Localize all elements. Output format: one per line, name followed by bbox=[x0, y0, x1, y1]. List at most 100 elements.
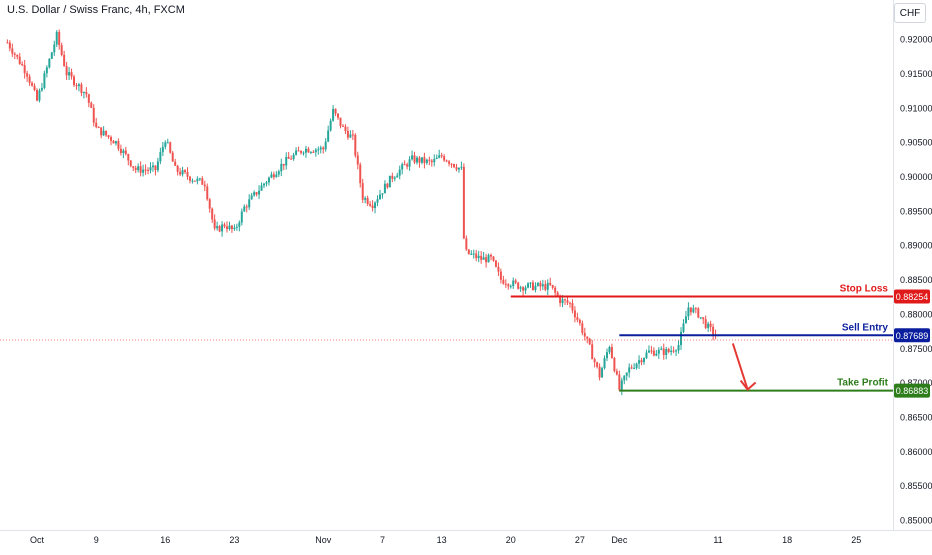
candle-body bbox=[641, 360, 643, 362]
candle-body bbox=[460, 167, 462, 168]
price-tick-label: 0.86000 bbox=[900, 447, 932, 457]
candle-body bbox=[443, 156, 445, 160]
candle-body bbox=[678, 345, 680, 351]
candle-body bbox=[608, 347, 610, 352]
candle-body bbox=[125, 150, 127, 154]
candle-body bbox=[169, 142, 171, 152]
candle-body bbox=[300, 151, 302, 153]
candle-body bbox=[61, 45, 63, 55]
candle-body bbox=[621, 380, 623, 389]
candle-body bbox=[379, 195, 381, 200]
candle-body bbox=[122, 150, 124, 153]
candle-body bbox=[216, 226, 218, 228]
candle-body bbox=[594, 359, 596, 362]
candle-body bbox=[712, 327, 714, 335]
candle-body bbox=[692, 308, 694, 312]
candle-body bbox=[330, 121, 332, 131]
candle-body bbox=[451, 164, 453, 165]
candle-body bbox=[505, 284, 507, 285]
time-tick-label: 9 bbox=[94, 535, 99, 545]
candle-body bbox=[103, 131, 105, 135]
candle-body bbox=[236, 227, 238, 228]
candle-body bbox=[364, 198, 366, 200]
candle-body bbox=[438, 155, 440, 158]
candle-body bbox=[357, 156, 359, 165]
candle-body bbox=[416, 158, 418, 163]
candle-body bbox=[152, 166, 154, 168]
candle-body bbox=[130, 160, 132, 166]
candle-body bbox=[120, 149, 122, 153]
candle-body bbox=[377, 199, 379, 202]
candle-body bbox=[604, 358, 606, 368]
price-tick-label: 0.91500 bbox=[900, 69, 932, 79]
candle-body bbox=[446, 160, 448, 161]
candle-body bbox=[243, 206, 245, 211]
candle-body bbox=[670, 351, 672, 352]
candle-body bbox=[374, 203, 376, 208]
candle-body bbox=[470, 254, 472, 255]
candle-body bbox=[697, 308, 699, 317]
candle-body bbox=[312, 152, 314, 153]
candle-body bbox=[263, 184, 265, 186]
candle-body bbox=[248, 199, 250, 207]
candle-body bbox=[601, 368, 603, 377]
candle-body bbox=[562, 299, 564, 303]
candle-body bbox=[93, 108, 95, 123]
candle-body bbox=[441, 155, 443, 156]
candle-body bbox=[465, 238, 467, 249]
candle-body bbox=[187, 172, 189, 177]
candle-body bbox=[665, 349, 667, 355]
candle-body bbox=[75, 85, 77, 86]
time-tick-label: 25 bbox=[851, 535, 861, 545]
candle-body bbox=[214, 219, 216, 228]
candle-body bbox=[191, 181, 193, 182]
candle-body bbox=[411, 155, 413, 159]
candle-body bbox=[117, 141, 119, 149]
candle-body bbox=[307, 149, 309, 153]
price-axis[interactable]: 0.920000.915000.910000.905000.900000.895… bbox=[894, 0, 932, 530]
candle-body bbox=[497, 267, 499, 272]
candle-body bbox=[539, 283, 541, 286]
candle-body bbox=[362, 183, 364, 200]
candle-body bbox=[623, 376, 625, 381]
candle-body bbox=[34, 86, 36, 90]
candle-body bbox=[110, 137, 112, 141]
candle-body bbox=[83, 92, 85, 93]
candle-body bbox=[56, 32, 58, 45]
candle-body bbox=[633, 368, 635, 369]
candle-body bbox=[596, 362, 598, 367]
take-profit-price-tag-text: 0.86883 bbox=[896, 386, 929, 396]
candle-body bbox=[384, 184, 386, 193]
time-tick-label: Dec bbox=[611, 535, 628, 545]
candle-body bbox=[394, 177, 396, 178]
candle-body bbox=[270, 174, 272, 177]
candle-body bbox=[231, 226, 233, 229]
candle-body bbox=[480, 256, 482, 260]
candle-body bbox=[88, 94, 90, 102]
time-tick-label: Oct bbox=[30, 535, 45, 545]
candle-body bbox=[680, 332, 682, 345]
candle-body bbox=[396, 176, 398, 178]
currency-button[interactable]: CHF bbox=[894, 3, 926, 23]
candle-body bbox=[591, 344, 593, 359]
price-tick-label: 0.92000 bbox=[900, 35, 932, 45]
candle-body bbox=[305, 149, 307, 153]
candle-body bbox=[68, 72, 70, 75]
candle-body bbox=[611, 347, 613, 358]
candle-body bbox=[137, 166, 139, 170]
candle-body bbox=[359, 165, 361, 184]
candle-body bbox=[352, 134, 354, 135]
candle-body bbox=[317, 149, 319, 150]
candle-body bbox=[100, 127, 102, 135]
candle-body bbox=[492, 257, 494, 261]
candle-body bbox=[650, 351, 652, 352]
candle-body bbox=[673, 351, 675, 352]
candle-body bbox=[127, 154, 129, 160]
candle-body bbox=[448, 161, 450, 163]
candle-body bbox=[349, 134, 351, 137]
candle-body bbox=[710, 324, 712, 327]
candle-body bbox=[389, 176, 391, 188]
